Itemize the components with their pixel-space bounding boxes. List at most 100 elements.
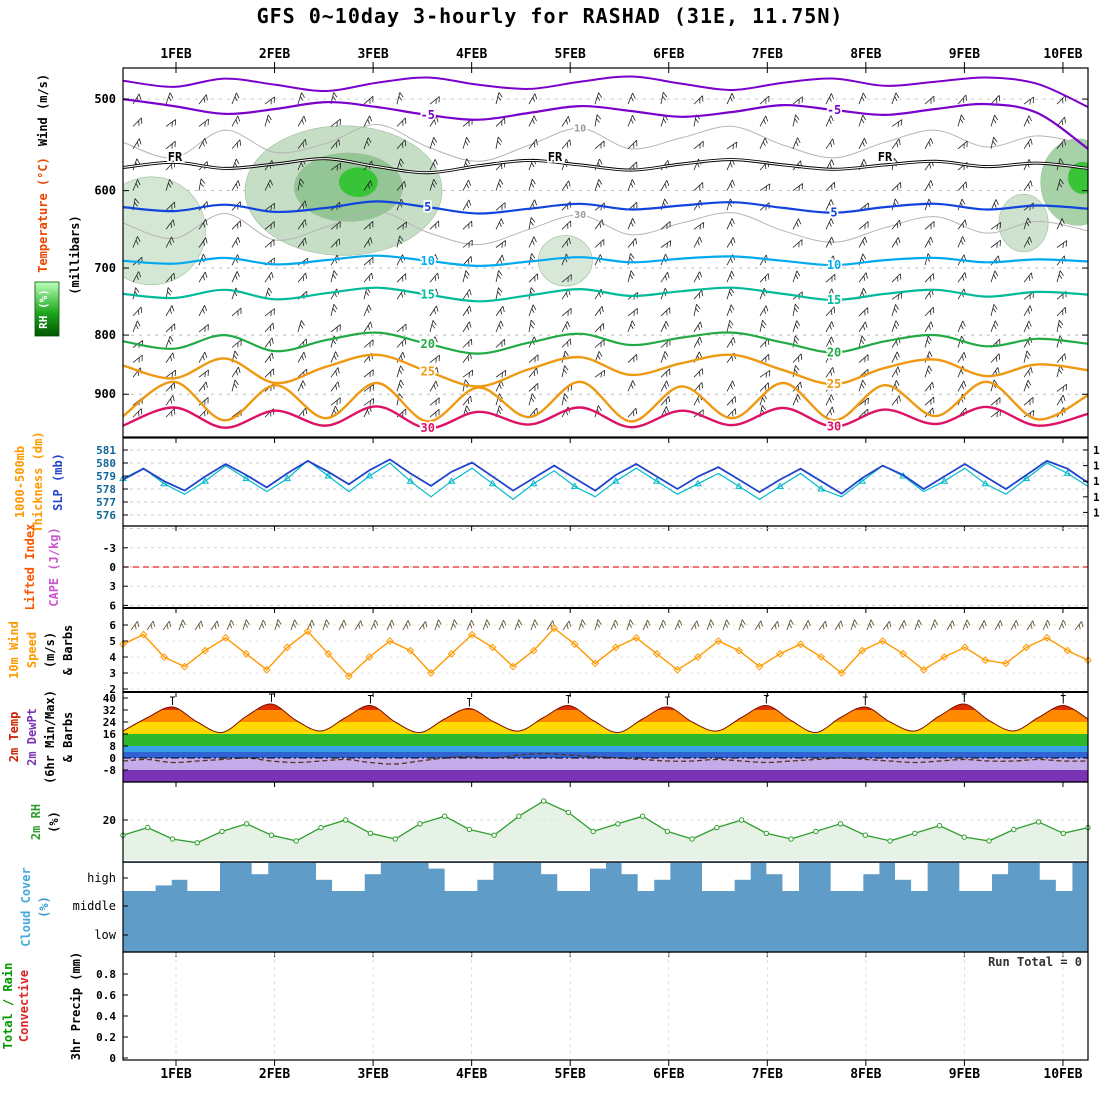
contour-label: 10 xyxy=(827,258,841,272)
upper-air-border xyxy=(122,67,1089,438)
wind-barb-icon xyxy=(363,384,375,392)
wind-barb-icon xyxy=(528,319,536,332)
wind-barb-icon xyxy=(726,93,735,105)
wind-label-3: & Barbs xyxy=(61,625,75,676)
wind-barb-icon xyxy=(660,320,669,333)
slp-tick-label: 1008 xyxy=(1093,491,1100,504)
pressure-tick-label: 900 xyxy=(94,387,116,401)
wind-barb-icon xyxy=(462,137,471,149)
rh-label-1: (%) xyxy=(47,811,61,833)
wind-barb-icon xyxy=(363,321,373,333)
pressure-tick-label: 700 xyxy=(94,261,116,275)
wind-barb-icon xyxy=(594,114,602,127)
rh-marker-icon xyxy=(466,826,473,833)
temp-band xyxy=(123,710,1088,722)
thickness-marker-icon xyxy=(1022,474,1031,482)
wind-barb-icon xyxy=(429,397,440,406)
thickness-tick-label: 576 xyxy=(96,509,116,522)
wind-barb-icon xyxy=(498,619,507,631)
thickness-marker-icon xyxy=(858,477,867,484)
thickness-marker-icon xyxy=(1063,469,1072,476)
wind-barb-icon xyxy=(825,306,836,317)
wind-barb-icon xyxy=(792,183,804,191)
wind-barb-icon xyxy=(1058,619,1067,631)
wind-barb-icon xyxy=(561,180,571,191)
high-cloud-gap xyxy=(734,863,751,880)
wind-barb-icon xyxy=(759,115,769,127)
wind-barb-icon xyxy=(231,271,240,283)
wind-barb-icon xyxy=(514,619,523,631)
temp-contour-line xyxy=(123,331,1088,355)
wind-barb-icon xyxy=(990,136,998,149)
freezing-level-label: FR xyxy=(548,150,563,164)
temp-band xyxy=(123,752,1088,758)
wind-marker-icon xyxy=(180,662,189,671)
wind-barb-icon xyxy=(528,393,536,406)
wind-marker-icon xyxy=(468,630,476,639)
freezing-line-inner xyxy=(123,158,1088,174)
date-label-top: 2FEB xyxy=(259,47,290,62)
wind-barb-icon xyxy=(957,198,966,211)
wind-barb-icon xyxy=(594,140,605,150)
temp-contour-line xyxy=(123,98,1088,150)
temp-tick-label: 24 xyxy=(103,716,117,729)
wind-barb-icon xyxy=(693,140,704,150)
wind-barb-icon xyxy=(297,200,307,211)
wind-barb-icon xyxy=(231,339,242,348)
wind-barb-icon xyxy=(561,393,569,406)
thickness-marker-icon xyxy=(488,479,497,487)
date-label-top: 4FEB xyxy=(456,47,487,62)
wind-barb-icon xyxy=(434,619,442,631)
thickness-tick-label: 578 xyxy=(96,483,116,496)
axis-label-wind: Wind (m/s) xyxy=(36,74,50,146)
wind-barb-icon xyxy=(1023,115,1032,127)
wind-barb-icon xyxy=(165,236,175,248)
wind-barb-icon xyxy=(231,180,241,191)
high-cloud-gap xyxy=(862,863,880,875)
wind-barb-icon xyxy=(330,238,341,248)
wind-barb-icon xyxy=(429,305,439,317)
wind-barb-icon xyxy=(264,322,275,333)
wind-barb-icon xyxy=(561,237,571,248)
wind-barb-icon xyxy=(297,115,307,127)
slp-thickness-panel xyxy=(119,449,1089,516)
wind-barb-icon xyxy=(264,239,275,248)
wind-barb-icon xyxy=(198,237,208,248)
wind-barb-icon xyxy=(242,619,250,631)
rh-marker-icon xyxy=(417,821,423,827)
wind-barb-icon xyxy=(957,236,966,248)
temp-contour-line xyxy=(123,75,1088,108)
wind-barb-icon xyxy=(561,338,572,348)
rh-marker-icon xyxy=(540,798,547,804)
wind-barb-icon xyxy=(627,253,635,266)
high-cloud-gap xyxy=(573,863,590,891)
wind-barb-icon xyxy=(396,117,407,127)
upper-air-panel: 10 30 -5 -5 FR FR FR 5 5 10 10 15 15 20 20 25 25 30 30 xyxy=(123,75,1088,437)
wind-barb-icon xyxy=(924,253,932,266)
wind-barb-icon xyxy=(462,179,472,191)
wind-barb-icon xyxy=(759,95,770,105)
wind-barb-icon xyxy=(858,236,868,248)
date-label-top: 5FEB xyxy=(555,47,586,62)
wind-barb-icon xyxy=(132,236,141,248)
temp-contour-line xyxy=(123,380,1088,423)
wind-barb-icon xyxy=(396,235,404,248)
wind-barb-icon xyxy=(924,180,934,191)
rh-marker-icon xyxy=(763,830,770,836)
wind-marker-icon xyxy=(878,637,887,645)
contour-label: 20 xyxy=(827,345,841,359)
wind-barb-icon xyxy=(462,256,473,266)
thickness-marker-icon xyxy=(981,479,990,487)
temp-contour-line xyxy=(123,353,1088,388)
wind-barb-icon xyxy=(792,218,802,230)
temp-tick-label: 40 xyxy=(103,692,116,705)
wind-barb-icon xyxy=(264,114,272,127)
rh-marker-icon xyxy=(813,828,819,835)
high-cloud-gap xyxy=(782,863,799,891)
wind-barb-icon xyxy=(759,305,769,317)
contour-label: 20 xyxy=(421,337,435,351)
rh-line xyxy=(122,800,1089,844)
wind-barb-icon xyxy=(726,270,735,283)
wind-barb-icon xyxy=(891,351,900,363)
wind-barb-icon xyxy=(165,336,174,348)
